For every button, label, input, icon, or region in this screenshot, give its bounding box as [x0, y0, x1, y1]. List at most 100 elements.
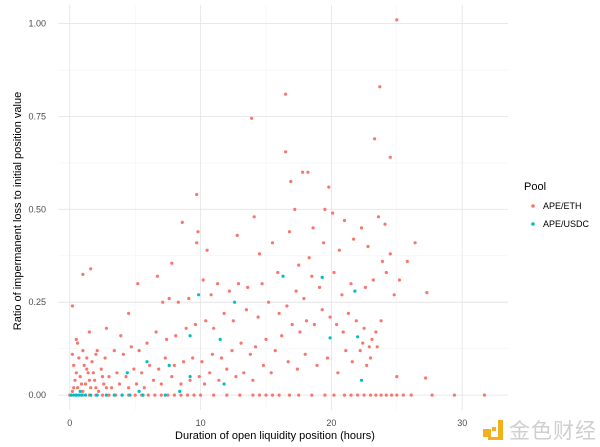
data-point	[188, 378, 192, 382]
legend-title: Pool	[524, 181, 546, 193]
data-point	[112, 349, 116, 353]
data-point	[99, 367, 103, 371]
data-point	[165, 337, 169, 341]
data-point	[380, 259, 384, 263]
data-point	[383, 222, 387, 226]
data-point	[280, 334, 284, 338]
data-point	[373, 137, 377, 141]
data-point	[145, 360, 149, 364]
data-point	[100, 393, 105, 397]
data-point	[184, 326, 188, 330]
x-tick-label: 10	[196, 418, 206, 428]
data-point	[125, 371, 129, 375]
data-point	[179, 382, 183, 386]
data-point	[83, 382, 88, 386]
data-point	[482, 393, 487, 397]
data-point	[370, 337, 374, 341]
y-tick-label: 0.50	[28, 204, 46, 214]
legend-key	[531, 204, 535, 208]
data-point	[159, 382, 163, 386]
data-point	[202, 382, 207, 386]
data-point	[77, 393, 81, 397]
data-point	[159, 393, 163, 397]
data-point	[199, 393, 203, 397]
data-point	[82, 363, 86, 367]
data-point	[145, 341, 149, 345]
data-point	[379, 393, 383, 397]
data-point	[376, 215, 381, 219]
x-axis-title: Duration of open liquidity position (hou…	[175, 430, 375, 442]
data-point	[310, 393, 314, 397]
data-point	[85, 367, 89, 371]
data-point	[79, 382, 84, 386]
data-point	[90, 360, 94, 364]
data-point	[148, 363, 152, 367]
data-point	[294, 289, 298, 293]
data-point	[95, 349, 99, 353]
data-point	[94, 386, 98, 390]
data-point	[257, 252, 262, 256]
data-point	[273, 349, 277, 353]
data-point	[390, 393, 394, 397]
data-point	[281, 274, 285, 278]
data-point	[369, 356, 373, 360]
data-point	[349, 393, 353, 397]
data-point	[388, 252, 392, 256]
watermark-text: 金色财经	[509, 419, 597, 443]
data-point	[70, 304, 74, 308]
data-point	[140, 371, 144, 375]
data-point	[362, 326, 366, 330]
data-point	[342, 218, 347, 223]
data-point	[341, 330, 345, 334]
data-point	[303, 352, 307, 356]
data-point	[310, 274, 314, 278]
data-point	[384, 270, 388, 275]
data-point	[94, 352, 98, 356]
data-point	[452, 393, 456, 397]
data-point	[70, 352, 74, 356]
data-point	[69, 393, 73, 397]
data-point	[395, 393, 399, 397]
data-point	[163, 356, 167, 360]
data-point	[289, 179, 293, 184]
legend: Pool APE/ETH APE/USDC	[524, 181, 590, 229]
data-point	[290, 322, 294, 327]
data-point	[238, 393, 242, 397]
data-point	[312, 322, 316, 327]
data-point	[166, 393, 170, 397]
data-point	[205, 248, 209, 252]
data-point	[127, 386, 131, 390]
data-point	[298, 330, 302, 334]
data-point	[362, 393, 366, 397]
data-point	[218, 337, 222, 341]
data-point	[146, 393, 150, 397]
data-point	[256, 315, 260, 319]
data-point	[234, 375, 238, 379]
data-point	[413, 241, 417, 245]
data-point	[100, 375, 105, 379]
data-point	[134, 382, 139, 386]
y-axis-title: Ratio of impermanent loss to initial pos…	[12, 92, 24, 330]
y-tick-label: 0.00	[28, 390, 46, 400]
data-point	[182, 360, 186, 364]
data-point	[331, 211, 335, 215]
data-point	[323, 207, 327, 211]
data-point	[141, 393, 145, 397]
data-point	[246, 285, 250, 289]
data-point	[154, 330, 158, 334]
data-point	[72, 393, 76, 397]
data-point	[236, 282, 241, 286]
data-point	[322, 241, 326, 245]
data-point	[178, 389, 182, 393]
data-point	[430, 393, 434, 397]
data-point	[197, 293, 201, 297]
data-point	[315, 363, 319, 367]
data-point	[142, 386, 146, 390]
data-point	[320, 275, 324, 279]
data-point	[128, 393, 132, 397]
data-point	[225, 367, 229, 371]
data-point	[172, 363, 176, 367]
data-point	[74, 371, 78, 375]
data-point	[120, 393, 124, 397]
data-point	[409, 393, 413, 397]
